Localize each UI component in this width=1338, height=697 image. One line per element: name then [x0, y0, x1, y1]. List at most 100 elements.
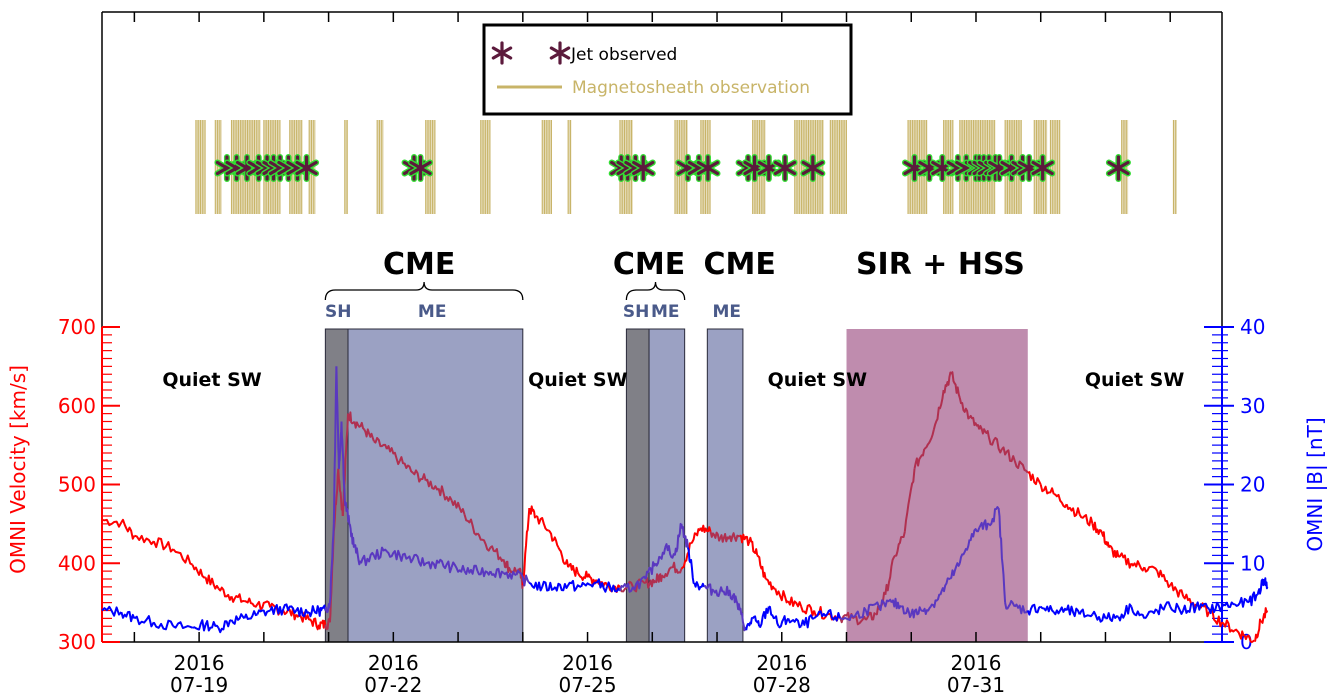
velocity-segment [347, 411, 356, 425]
velocity-segment [557, 547, 570, 568]
field-segment [324, 602, 331, 614]
jet-star-stroke [801, 160, 824, 176]
right-tick-label: 40 [1240, 315, 1265, 339]
field-segment [425, 559, 440, 570]
x-tick-label-date: 07-22 [364, 673, 422, 697]
x-tick-label-date: 07-19 [170, 673, 228, 697]
field-segment [758, 606, 770, 628]
velocity-segment [729, 532, 741, 543]
field-segment [372, 546, 388, 560]
field-segment [340, 421, 346, 501]
velocity-segment [968, 414, 981, 430]
velocity-segment [1027, 471, 1042, 486]
field-segment [1156, 601, 1172, 616]
velocity-segment [567, 562, 579, 577]
field-segment [450, 561, 466, 573]
velocity-segment [282, 607, 298, 621]
velocity-segment [709, 531, 722, 542]
field-segment [476, 567, 492, 578]
jet-star-stroke [295, 160, 318, 176]
field-segment [680, 523, 689, 548]
field-segment [335, 366, 340, 469]
velocity-segment [1065, 503, 1081, 518]
left-axis-label: OMNI Velocity [km/s] [6, 365, 30, 574]
jet-star-stroke [1031, 160, 1054, 176]
magnetosheath-interval [377, 120, 384, 214]
velocity-segment [172, 548, 194, 566]
quiet-sw-label: Quiet SW [1085, 369, 1184, 391]
field-segment [712, 586, 724, 597]
quiet-sw-label: Quiet SW [768, 369, 867, 391]
frame-layer: 201607-19201607-22201607-25201607-282016… [6, 11, 1327, 697]
legend-jet-label: Jet observed [570, 45, 677, 65]
jet-marker [695, 154, 721, 182]
field-segment [192, 619, 207, 632]
field-segment [437, 558, 453, 574]
field-segment [768, 605, 780, 627]
velocity-segment [923, 429, 935, 450]
jet-marker [630, 154, 656, 182]
velocity-segment [204, 574, 220, 590]
velocity-segment [398, 456, 414, 474]
field-segment [1117, 603, 1133, 622]
sub-region-label: ME [651, 302, 680, 322]
jet-marker [1030, 154, 1056, 182]
velocity-segment [489, 545, 505, 562]
velocity-segment [942, 371, 953, 394]
region-sheath-2 [625, 328, 650, 643]
velocity-segment [865, 611, 877, 621]
field-segment [308, 605, 320, 618]
velocity-segment [437, 485, 453, 502]
magnetosheath-interval [568, 120, 572, 214]
velocity-segment [1243, 634, 1255, 643]
jet-star-stroke [1107, 160, 1130, 176]
left-tick-label: 400 [58, 551, 96, 575]
velocity-segment [894, 531, 906, 557]
velocity-segment [1091, 521, 1104, 535]
legend-jet-icon-right [549, 41, 571, 65]
field-segment [852, 607, 867, 619]
right-tick-label: 20 [1240, 473, 1265, 497]
field-segment [745, 617, 753, 631]
left-tick-label: 500 [58, 473, 96, 497]
field-segment [243, 610, 258, 620]
field-segment [1195, 601, 1210, 611]
left-tick-label: 700 [58, 315, 96, 339]
velocity-segment [337, 468, 344, 517]
field-segment [580, 581, 595, 588]
field-segment [969, 527, 981, 542]
velocity-segment [317, 619, 327, 630]
magnetosheath-interval [830, 120, 847, 214]
velocity-segment [586, 573, 598, 585]
jet-marker [1105, 154, 1131, 182]
velocity-segment [425, 478, 440, 491]
velocity-segment [1117, 552, 1133, 569]
field-segment [1256, 578, 1266, 596]
field-segment [1014, 603, 1029, 615]
field-segment [152, 619, 175, 631]
left-tick-label: 300 [58, 630, 96, 654]
field-segment [541, 580, 556, 592]
field-segment [502, 570, 517, 580]
region-sir-5 [846, 329, 1028, 642]
field-segment [703, 583, 715, 596]
field-segment [411, 553, 427, 567]
jet-star-stroke [491, 46, 513, 60]
field-segment [1078, 608, 1094, 618]
field-segment [593, 578, 608, 593]
region-label: CME [383, 247, 455, 282]
field-segment [606, 581, 621, 593]
velocity-segment [671, 561, 683, 574]
sub-region-label: SH [325, 302, 351, 322]
velocity-segment [1234, 628, 1246, 640]
velocity-segment [308, 617, 320, 631]
jet-marker [407, 154, 434, 182]
velocity-segment [884, 554, 896, 595]
field-segment [1091, 610, 1107, 623]
cme-brace [625, 281, 686, 301]
velocity-segment [680, 542, 692, 570]
velocity-segment [373, 437, 388, 450]
field-segment [1105, 612, 1119, 622]
field-segment [282, 603, 298, 614]
velocity-segment [256, 600, 272, 610]
